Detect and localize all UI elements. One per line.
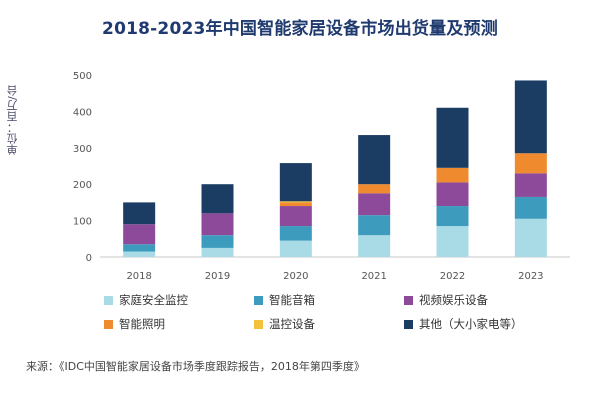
bar-segment (201, 247, 234, 257)
legend-item: 其他（大小家电等） (404, 316, 574, 332)
stacked-bar-chart: 0 100 200 300 400 500 2018 2019 2020 2021 2022 2023 (73, 71, 570, 282)
bar-segment (436, 206, 469, 227)
bar-segment (358, 135, 391, 185)
y-tick-label: 100 (73, 217, 92, 228)
bar-segment (123, 244, 156, 252)
bar-segment (123, 202, 156, 225)
legend-label: 智能音箱 (269, 293, 315, 307)
bar-segment (358, 235, 391, 257)
legend-swatch (254, 319, 263, 329)
bar-segment (123, 224, 156, 245)
legend-label: 视频娱乐设备 (419, 293, 488, 307)
bar-segment (201, 235, 234, 248)
legend-item: 温控设备 (254, 316, 394, 332)
bar-segment (514, 173, 547, 197)
legend-label: 家庭安全监控 (119, 293, 188, 307)
bar-segment (436, 107, 469, 168)
legend-swatch (404, 319, 413, 329)
x-tick-label: 2018 (126, 271, 151, 282)
bar-segment (123, 251, 156, 257)
bar-segment (436, 182, 469, 207)
x-tick-label: 2020 (283, 271, 308, 282)
y-tick-label: 200 (73, 180, 92, 191)
bar-segment (358, 215, 391, 236)
bar-segment (201, 184, 234, 214)
source-note: 来源：《IDC中国智能家居设备市场季度跟踪报告，2018年第四季度》 (26, 360, 365, 373)
y-tick-label: 500 (73, 71, 92, 82)
bar-segment (279, 240, 312, 257)
bar-segment (201, 213, 234, 236)
legend-item: 家庭安全监控 (104, 292, 244, 308)
legend-item: 智能照明 (104, 316, 244, 332)
bar-segment (358, 193, 391, 216)
y-tick-label: 400 (73, 107, 92, 118)
bar-segment (514, 196, 547, 219)
legend-swatch (254, 295, 263, 305)
x-tick-label: 2019 (205, 271, 230, 282)
bar-segment (279, 226, 312, 241)
legend-label: 其他（大小家电等） (419, 317, 523, 331)
legend-swatch (404, 295, 413, 305)
bar-segment (279, 202, 312, 207)
legend-label: 智能照明 (119, 317, 165, 331)
bar-segment (358, 184, 391, 194)
legend-swatch (104, 319, 113, 329)
bar-segment (279, 201, 312, 203)
y-tick-label: 300 (73, 144, 92, 155)
bar-segment (514, 153, 547, 174)
bar-segment (436, 226, 469, 257)
y-tick-label: 0 (86, 253, 92, 264)
bar-segment (436, 167, 469, 183)
x-tick-label: 2023 (518, 271, 543, 282)
legend-swatch (104, 295, 113, 305)
bar-segment (514, 218, 547, 257)
chart-title: 2018-2023年中国智能家居设备市场出货量及预测 (102, 19, 498, 39)
x-tick-label: 2022 (440, 271, 465, 282)
legend-item: 视频娱乐设备 (404, 292, 574, 308)
legend-item: 智能音箱 (254, 292, 394, 308)
bar-segment (279, 163, 312, 202)
bar-segment (514, 80, 547, 154)
bar-segment (279, 206, 312, 227)
legend: 家庭安全监控 智能音箱 视频娱乐设备智能照明 温控设备 其他（大小家电等） (104, 292, 574, 332)
x-tick-label: 2021 (361, 271, 386, 282)
legend-label: 温控设备 (269, 317, 315, 331)
